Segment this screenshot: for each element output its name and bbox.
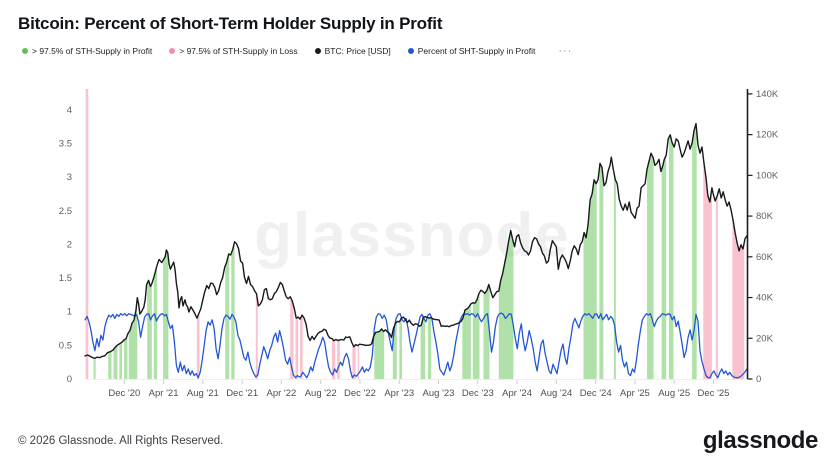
x-axis: Dec '20 Apr '21 Aug '21 Dec '21 Apr '22 Aug '… — [85, 379, 747, 399]
legend: > 97.5% of STH-Supply in Profit > 97.5% … — [22, 45, 816, 57]
legend-item-btc-price[interactable]: BTC: Price [USD] — [314, 46, 391, 56]
svg-text:1: 1 — [67, 307, 72, 318]
svg-text:Dec '20: Dec '20 — [108, 388, 140, 399]
svg-text:1.5: 1.5 — [59, 273, 72, 284]
svg-text:Apr '21: Apr '21 — [149, 388, 179, 399]
legend-item-label: > 97.5% of STH-Supply in Profit — [32, 46, 153, 56]
loss-band-full-height — [85, 89, 89, 379]
glassnode-logo: glassnode — [702, 427, 819, 454]
svg-text:Aug '21: Aug '21 — [187, 388, 219, 399]
legend-overflow-icon[interactable]: ··· — [558, 45, 573, 57]
svg-text:Aug '22: Aug '22 — [305, 388, 337, 399]
chart-header: Bitcoin: Percent of Short-Term Holder Su… — [0, 0, 834, 57]
svg-text:0: 0 — [756, 374, 761, 385]
legend-item-label: Percent of SHT-Supply in Profit — [417, 46, 536, 56]
svg-text:Aug '23: Aug '23 — [423, 388, 455, 399]
footer: © 2026 Glassnode. All Rights Reserved. g… — [0, 417, 834, 469]
svg-text:40K: 40K — [756, 293, 774, 304]
svg-text:100K: 100K — [756, 170, 779, 181]
svg-text:Dec '22: Dec '22 — [344, 388, 376, 399]
page-title: Bitcoin: Percent of Short-Term Holder Su… — [18, 14, 443, 33]
y-axis-right: 0 20K 40K 60K 80K 100K 120K 140K — [746, 89, 779, 385]
svg-text:2.5: 2.5 — [59, 206, 72, 217]
svg-text:0: 0 — [67, 374, 72, 385]
svg-text:Aug '24: Aug '24 — [540, 388, 572, 399]
percent-supply-swatch-icon — [407, 48, 414, 54]
legend-item-loss-band[interactable]: > 97.5% of STH-Supply in Loss — [169, 46, 298, 56]
svg-text:Dec '21: Dec '21 — [226, 388, 258, 399]
svg-text:Apr '25: Apr '25 — [620, 388, 650, 399]
loss-band-swatch-icon — [169, 48, 176, 54]
y-axis-left: 0 0.5 1 1.5 2 2.5 3 3.5 4 — [59, 105, 72, 385]
legend-item-profit-band[interactable]: > 97.5% of STH-Supply in Profit — [22, 46, 152, 56]
svg-text:120K: 120K — [756, 130, 779, 141]
svg-text:Aug '25: Aug '25 — [658, 388, 690, 399]
svg-text:4: 4 — [67, 105, 72, 116]
svg-text:2: 2 — [67, 239, 72, 250]
svg-text:Dec '25: Dec '25 — [698, 388, 730, 399]
profit-band-swatch-icon — [22, 48, 28, 54]
svg-text:60K: 60K — [756, 252, 774, 263]
svg-text:80K: 80K — [756, 211, 774, 222]
chart-canvas[interactable]: glassnode 0 0.5 1 1.5 2 2.5 3 3.5 4 0 20K 40K 60K 80K 1… — [0, 66, 834, 416]
legend-item-percent-supply[interactable]: Percent of SHT-Supply in Profit — [407, 46, 536, 56]
svg-text:140K: 140K — [756, 89, 779, 100]
svg-text:20K: 20K — [756, 333, 774, 344]
watermark-text: glassnode — [254, 201, 570, 270]
svg-text:0.5: 0.5 — [59, 340, 72, 351]
svg-text:Apr '22: Apr '22 — [267, 388, 297, 399]
legend-item-label: BTC: Price [USD] — [324, 46, 391, 56]
svg-text:3.5: 3.5 — [59, 139, 72, 150]
btc-price-swatch-icon — [314, 48, 321, 54]
footer-copyright: © 2026 Glassnode. All Rights Reserved. — [18, 435, 224, 447]
legend-item-label: > 97.5% of STH-Supply in Loss — [179, 46, 298, 56]
svg-text:Apr '23: Apr '23 — [384, 388, 414, 399]
svg-text:Dec '23: Dec '23 — [462, 388, 494, 399]
sth-profit-percent-line — [84, 312, 748, 379]
btc-price-line — [84, 122, 748, 359]
svg-text:3: 3 — [67, 172, 72, 183]
svg-text:Dec '24: Dec '24 — [580, 388, 612, 399]
svg-text:Apr '24: Apr '24 — [502, 388, 532, 399]
chart-area: glassnode 0 0.5 1 1.5 2 2.5 3 3.5 4 0 20K 40K 60K 80K 1… — [0, 66, 834, 416]
